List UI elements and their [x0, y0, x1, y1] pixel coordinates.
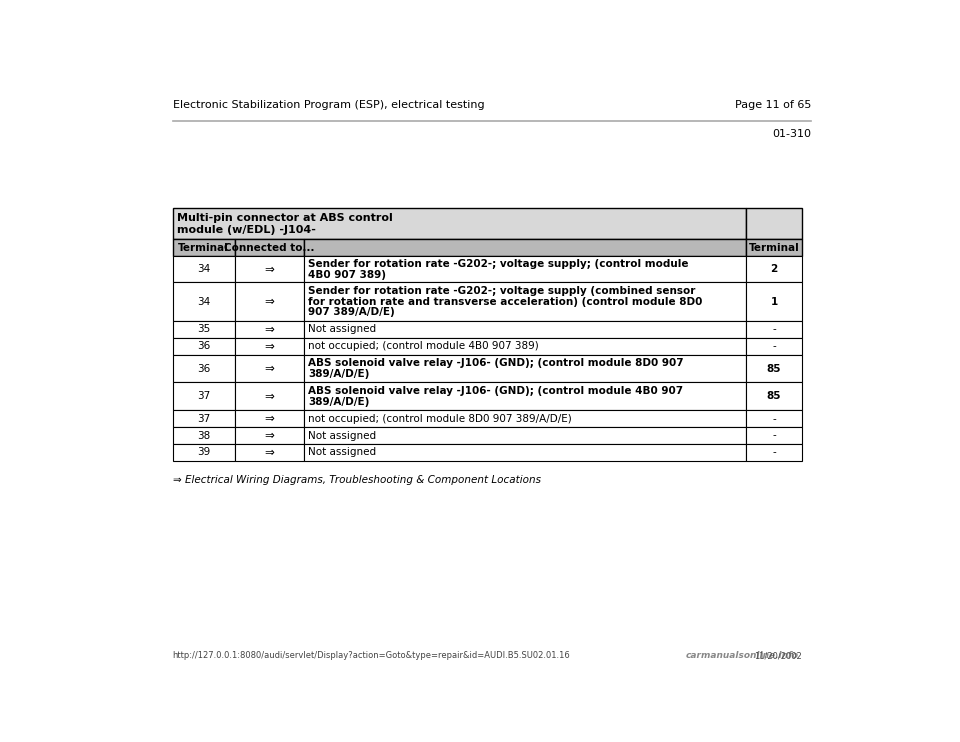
Text: -: - — [772, 430, 776, 441]
Bar — [234, 444, 304, 461]
Bar — [746, 282, 802, 321]
Text: 1: 1 — [771, 297, 778, 306]
Text: -: - — [772, 341, 776, 351]
Text: for rotation rate and transverse acceleration) (control module 8D0: for rotation rate and transverse acceler… — [308, 297, 703, 306]
Bar — [304, 321, 746, 338]
Text: Page 11 of 65: Page 11 of 65 — [735, 100, 811, 110]
Bar — [173, 355, 234, 382]
Bar — [173, 382, 234, 410]
Text: Terminal: Terminal — [749, 243, 800, 253]
Text: 85: 85 — [767, 391, 781, 401]
Text: 389/A/D/E): 389/A/D/E) — [308, 369, 370, 379]
Text: Connected to...: Connected to... — [225, 243, 315, 253]
Bar — [304, 282, 746, 321]
Text: ⇒: ⇒ — [265, 429, 275, 442]
Bar — [304, 338, 746, 355]
Bar — [746, 209, 802, 239]
Text: ⇒: ⇒ — [265, 263, 275, 276]
Text: Not assigned: Not assigned — [308, 324, 376, 335]
Text: ABS solenoid valve relay -J106- (GND); (control module 8D0 907: ABS solenoid valve relay -J106- (GND); (… — [308, 358, 684, 368]
Text: -: - — [772, 324, 776, 335]
Bar — [304, 427, 746, 444]
Bar — [304, 256, 746, 282]
Bar — [304, 444, 746, 461]
Text: ⇒: ⇒ — [265, 446, 275, 459]
Bar — [234, 427, 304, 444]
Text: 38: 38 — [197, 430, 210, 441]
Bar — [746, 239, 802, 256]
Bar — [173, 427, 234, 444]
Text: ⇒: ⇒ — [265, 412, 275, 425]
Bar — [304, 382, 746, 410]
Text: 36: 36 — [197, 341, 210, 351]
Bar — [746, 355, 802, 382]
Bar — [234, 256, 304, 282]
Text: not occupied; (control module 4B0 907 389): not occupied; (control module 4B0 907 38… — [308, 341, 540, 351]
Bar — [173, 256, 234, 282]
Text: 4B0 907 389): 4B0 907 389) — [308, 269, 386, 280]
Text: ⇒: ⇒ — [265, 295, 275, 308]
Text: -: - — [772, 447, 776, 458]
Text: carmanualsonline.info: carmanualsonline.info — [685, 651, 799, 660]
Text: Not assigned: Not assigned — [308, 447, 376, 458]
Text: Electronic Stabilization Program (ESP), electrical testing: Electronic Stabilization Program (ESP), … — [173, 100, 485, 110]
Bar — [304, 355, 746, 382]
Text: 34: 34 — [197, 297, 210, 306]
Bar — [234, 410, 304, 427]
Bar — [234, 239, 304, 256]
Bar — [304, 410, 746, 427]
Bar — [746, 427, 802, 444]
Bar — [304, 239, 746, 256]
Text: 907 389/A/D/E): 907 389/A/D/E) — [308, 307, 396, 318]
Text: 01-310: 01-310 — [772, 129, 811, 139]
Bar — [173, 410, 234, 427]
Text: http://127.0.0.1:8080/audi/servlet/Display?action=Goto&type=repair&id=AUDI.B5.SU: http://127.0.0.1:8080/audi/servlet/Displ… — [173, 651, 570, 660]
Text: ⇒: ⇒ — [265, 340, 275, 352]
Text: 39: 39 — [197, 447, 210, 458]
Text: 37: 37 — [197, 391, 210, 401]
Text: 11/20/2002: 11/20/2002 — [755, 651, 802, 660]
Text: 36: 36 — [197, 364, 210, 373]
Bar — [746, 321, 802, 338]
Text: Multi-pin connector at ABS control
module (w/EDL) -J104-: Multi-pin connector at ABS control modul… — [177, 213, 393, 234]
Text: Not assigned: Not assigned — [308, 430, 376, 441]
Bar — [173, 239, 234, 256]
Bar — [746, 444, 802, 461]
Text: Sender for rotation rate -G202-; voltage supply; (control module: Sender for rotation rate -G202-; voltage… — [308, 259, 689, 269]
Bar — [746, 256, 802, 282]
Bar — [173, 282, 234, 321]
Text: not occupied; (control module 8D0 907 389/A/D/E): not occupied; (control module 8D0 907 38… — [308, 413, 572, 424]
Bar — [746, 382, 802, 410]
Bar — [234, 355, 304, 382]
Text: Sender for rotation rate -G202-; voltage supply (combined sensor: Sender for rotation rate -G202-; voltage… — [308, 286, 696, 296]
Text: 37: 37 — [197, 413, 210, 424]
Bar — [234, 282, 304, 321]
Bar — [746, 338, 802, 355]
Text: Terminal: Terminal — [179, 243, 229, 253]
Text: ⇒: ⇒ — [265, 323, 275, 336]
Bar — [234, 382, 304, 410]
Text: 34: 34 — [197, 264, 210, 275]
Text: 85: 85 — [767, 364, 781, 373]
Text: 389/A/D/E): 389/A/D/E) — [308, 397, 370, 407]
Text: -: - — [772, 413, 776, 424]
Bar — [746, 410, 802, 427]
Bar — [173, 209, 746, 239]
Bar — [173, 338, 234, 355]
Text: ABS solenoid valve relay -J106- (GND); (control module 4B0 907: ABS solenoid valve relay -J106- (GND); (… — [308, 386, 684, 396]
Text: 2: 2 — [771, 264, 778, 275]
Bar — [234, 321, 304, 338]
Text: ⇒: ⇒ — [265, 390, 275, 403]
Bar — [173, 444, 234, 461]
Bar — [234, 338, 304, 355]
Bar — [173, 321, 234, 338]
Text: ⇒ Electrical Wiring Diagrams, Troubleshooting & Component Locations: ⇒ Electrical Wiring Diagrams, Troublesho… — [173, 475, 540, 485]
Text: ⇒: ⇒ — [265, 362, 275, 375]
Text: 35: 35 — [197, 324, 210, 335]
